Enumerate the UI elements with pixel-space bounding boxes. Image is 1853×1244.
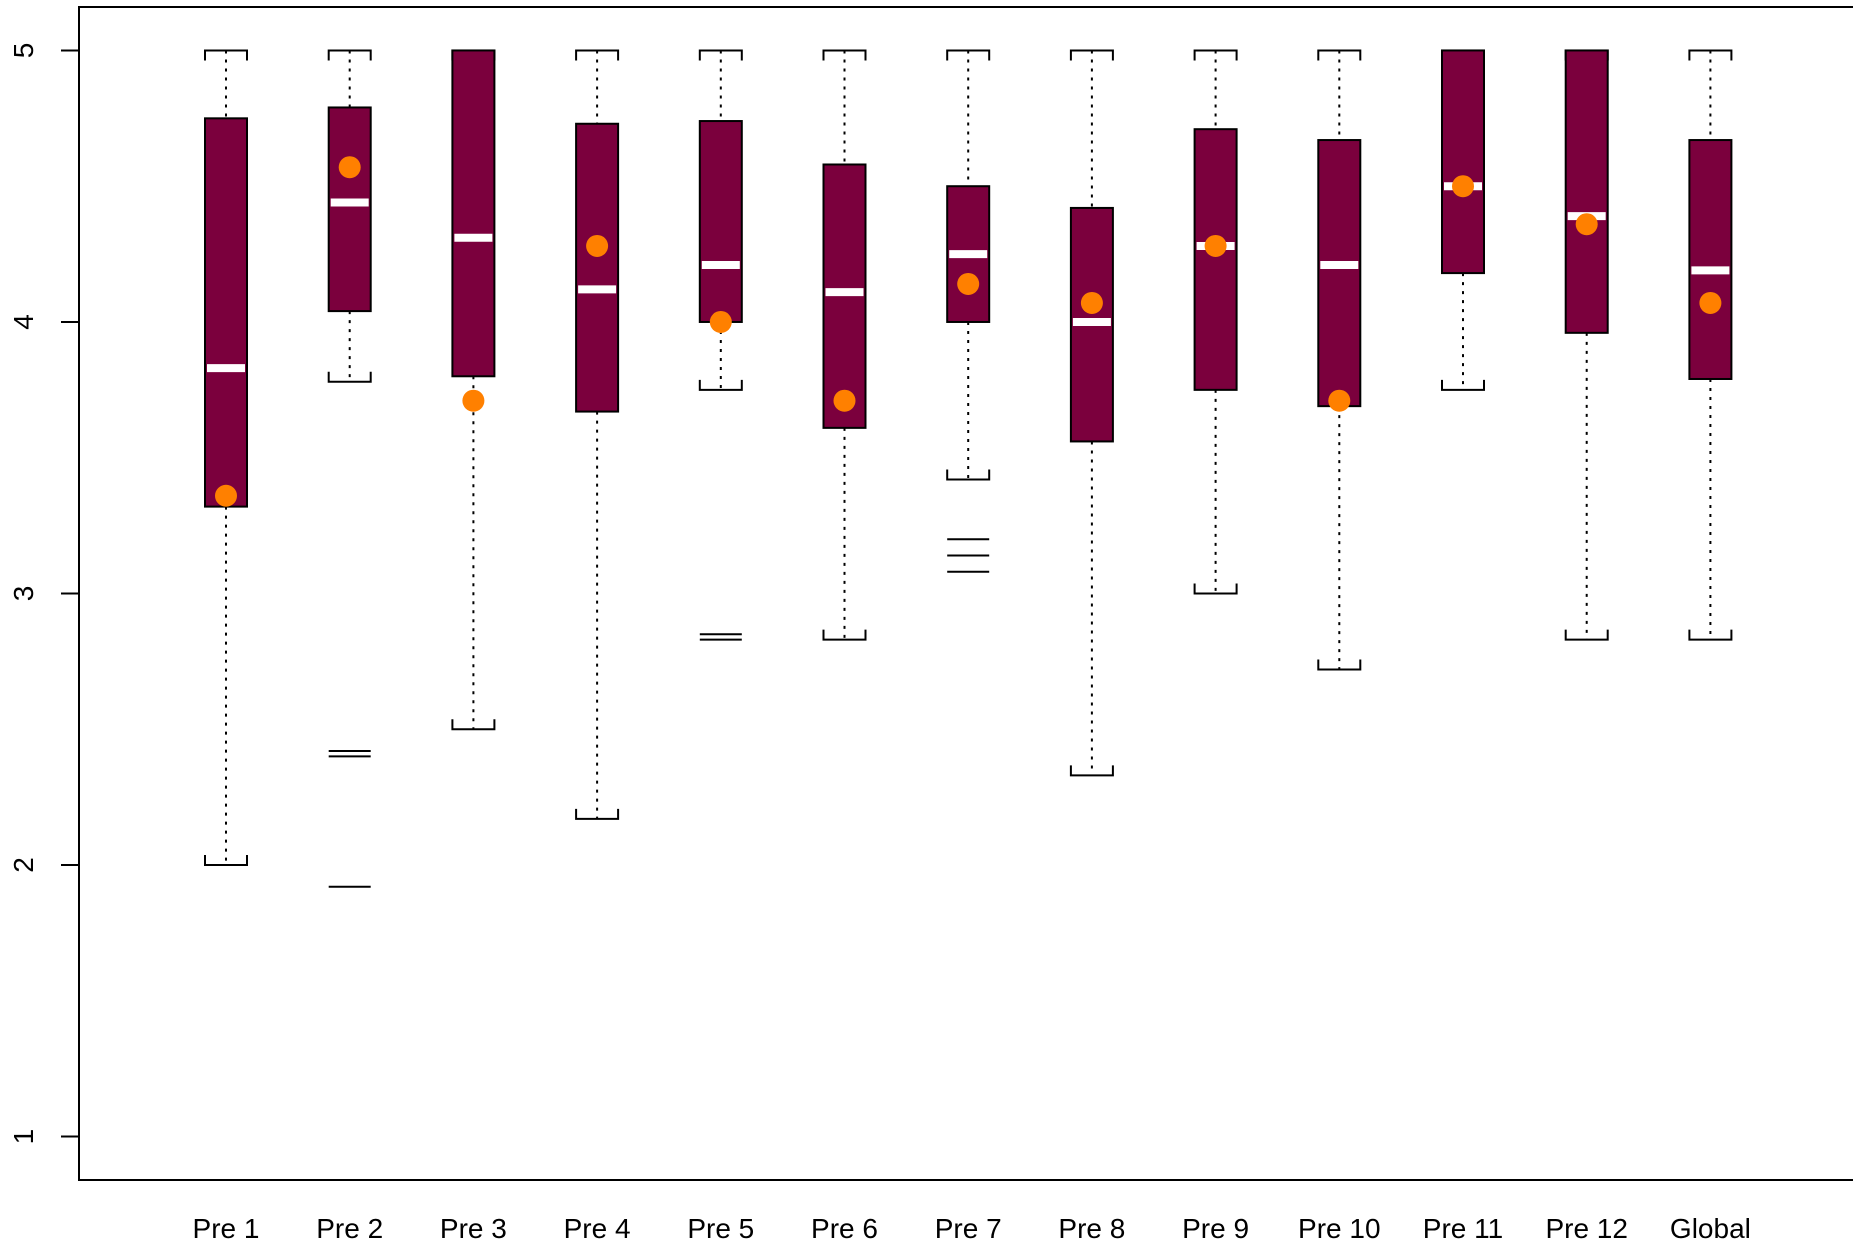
mean-point xyxy=(1452,175,1474,198)
iqr-box xyxy=(1193,128,1238,391)
upper-whisker-cap xyxy=(1193,49,1238,61)
lower-whisker-cap xyxy=(204,855,248,867)
x-tick-label: Pre 6 xyxy=(811,1213,878,1244)
x-tick-label: Pre 5 xyxy=(687,1213,754,1244)
lower-whisker-cap xyxy=(1564,629,1609,641)
mean-point xyxy=(586,234,609,257)
lower-whisker-cap xyxy=(822,629,867,641)
box-group xyxy=(946,49,991,573)
box-group xyxy=(327,49,372,888)
lower-whisker-cap xyxy=(946,469,991,481)
x-tick-label: Pre 2 xyxy=(316,1213,383,1244)
x-tick-label: Pre 8 xyxy=(1058,1213,1125,1244)
box-group xyxy=(1069,49,1114,777)
iqr-box xyxy=(327,106,372,313)
x-axis-labels: Pre 1 Pre 2 Pre 3 Pre 4 Pre 5 Pre 6 Pre 7 Pre 8… xyxy=(193,1213,1751,1244)
iqr-box xyxy=(1688,139,1733,380)
y-tick-label: 3 xyxy=(8,586,39,602)
mean-point xyxy=(1575,213,1598,236)
x-tick-label: Pre 1 xyxy=(193,1213,260,1244)
iqr-box xyxy=(451,49,496,378)
upper-whisker-cap xyxy=(822,49,867,61)
mean-point xyxy=(957,272,980,295)
mean-point xyxy=(833,389,856,412)
mean-point xyxy=(1204,234,1227,257)
lower-whisker-cap xyxy=(1069,765,1114,777)
mean-point xyxy=(215,484,237,507)
iqr-box xyxy=(1317,139,1362,408)
iqr-box xyxy=(1441,49,1485,275)
y-tick-label: 2 xyxy=(8,857,39,873)
box-group xyxy=(1317,49,1362,671)
upper-whisker-cap xyxy=(204,49,248,61)
upper-whisker-cap xyxy=(1069,49,1114,61)
mean-point xyxy=(709,310,732,333)
x-tick-label: Pre 12 xyxy=(1545,1213,1628,1244)
box-group xyxy=(1688,49,1733,641)
mean-point xyxy=(1699,291,1722,314)
lower-whisker-cap xyxy=(327,371,372,383)
y-tick-label: 5 xyxy=(8,43,39,59)
lower-whisker-cap xyxy=(1317,659,1362,671)
upper-whisker-cap xyxy=(1688,49,1733,61)
lower-whisker-cap xyxy=(1688,629,1733,641)
box-group xyxy=(451,49,496,731)
iqr-box xyxy=(822,163,867,429)
upper-whisker-cap xyxy=(327,49,372,61)
box-group xyxy=(1193,49,1238,595)
y-tick-label: 1 xyxy=(8,1129,39,1145)
mean-point xyxy=(1080,291,1103,314)
x-tick-label: Global xyxy=(1670,1213,1751,1244)
iqr-box xyxy=(204,117,248,508)
x-tick-label: Pre 4 xyxy=(564,1213,631,1244)
x-tick-label: Pre 11 xyxy=(1423,1213,1503,1244)
lower-whisker-cap xyxy=(575,808,620,820)
box-series xyxy=(204,49,1733,888)
lower-whisker-cap xyxy=(1193,583,1238,595)
iqr-box xyxy=(698,120,743,323)
x-tick-label: Pre 7 xyxy=(935,1213,1002,1244)
box-group xyxy=(1441,49,1485,391)
x-tick-label: Pre 3 xyxy=(440,1213,507,1244)
box-group xyxy=(822,49,867,641)
box-group xyxy=(698,49,743,641)
mean-point xyxy=(338,156,361,179)
x-tick-label: Pre 9 xyxy=(1182,1213,1249,1244)
iqr-box xyxy=(575,122,620,413)
box-group xyxy=(575,49,620,820)
upper-whisker-cap xyxy=(1317,49,1362,61)
lower-whisker-cap xyxy=(698,379,743,391)
upper-whisker-cap xyxy=(575,49,620,61)
box-group xyxy=(1564,49,1609,641)
mean-point xyxy=(462,389,485,412)
lower-whisker-cap xyxy=(451,719,496,731)
upper-whisker-cap xyxy=(698,49,743,61)
box-group xyxy=(204,49,248,867)
x-tick-label: Pre 10 xyxy=(1298,1213,1381,1244)
iqr-box xyxy=(1564,49,1609,334)
lower-whisker-cap xyxy=(1441,379,1485,391)
y-axis: 1 2 3 4 5 xyxy=(8,43,79,1145)
y-tick-label: 4 xyxy=(8,314,39,330)
mean-point xyxy=(1328,389,1351,412)
upper-whisker-cap xyxy=(946,49,991,61)
